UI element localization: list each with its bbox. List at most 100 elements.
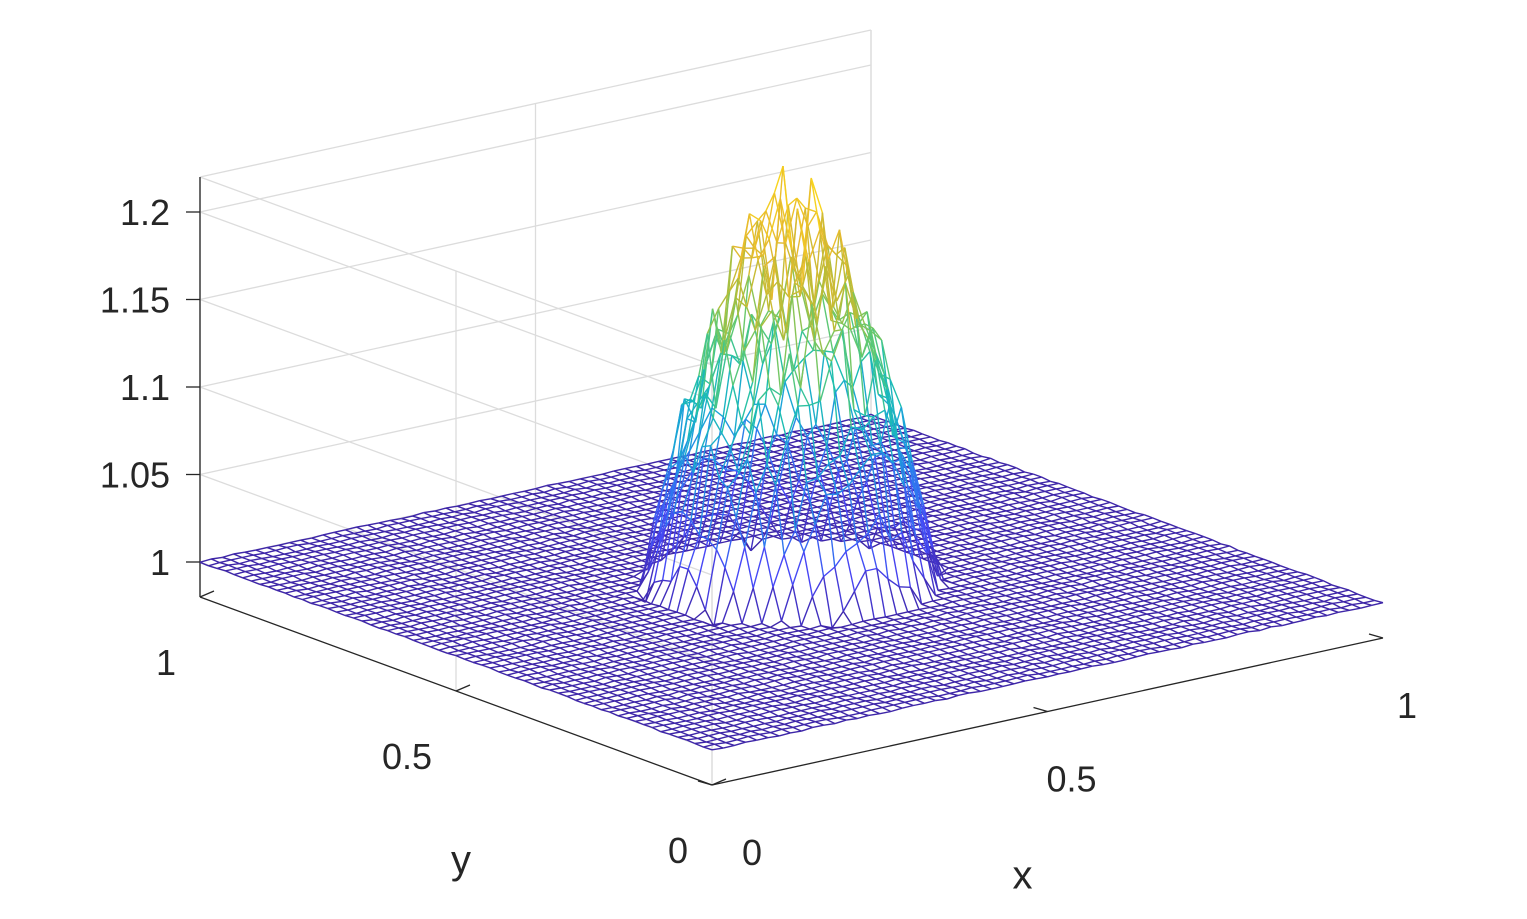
- mesh-line: [793, 451, 803, 456]
- mesh-line: [543, 678, 556, 683]
- mesh-line: [479, 498, 491, 502]
- mesh-line: [727, 526, 737, 531]
- mesh-line: [522, 515, 532, 521]
- mesh-line: [706, 485, 716, 490]
- mesh-line: [448, 603, 461, 608]
- mesh-line: [481, 557, 493, 561]
- mesh-line: [489, 562, 499, 568]
- mesh-line: [812, 431, 822, 437]
- mesh-line: [644, 656, 657, 661]
- mesh-line: [544, 612, 557, 618]
- mesh-line: [1041, 562, 1051, 567]
- mesh-line: [815, 444, 828, 449]
- mesh-line: [596, 655, 606, 659]
- mesh-line: [534, 635, 546, 640]
- mesh-line: [352, 596, 365, 599]
- mesh-line: [1033, 493, 1043, 499]
- mesh-line: [632, 536, 642, 542]
- mesh-line: [578, 520, 591, 526]
- mesh-line: [327, 607, 337, 613]
- mesh-line: [394, 590, 407, 595]
- mesh-line: [657, 628, 670, 633]
- mesh-line: [1082, 537, 1092, 543]
- mesh-line: [787, 630, 799, 634]
- mesh-line: [742, 360, 755, 405]
- mesh-line: [496, 610, 506, 616]
- mesh-line: [589, 606, 599, 612]
- mesh-line: [974, 574, 986, 578]
- mesh-line: [787, 417, 797, 445]
- mesh-line: [538, 502, 548, 507]
- mesh-line: [845, 551, 856, 592]
- mesh-line: [645, 614, 655, 618]
- mesh-line: [732, 547, 746, 592]
- mesh-line: [783, 514, 793, 519]
- mesh-line: [514, 634, 527, 640]
- mesh-line: [1031, 519, 1041, 524]
- mesh-line: [974, 576, 984, 581]
- mesh-line: [955, 593, 967, 597]
- mesh-line: [535, 484, 547, 490]
- mesh-line: [1093, 512, 1105, 518]
- mesh-line: [447, 566, 457, 571]
- mesh-line: [369, 584, 379, 589]
- mesh-line: [602, 492, 612, 498]
- mesh-line: [941, 518, 951, 524]
- mesh-line: [695, 333, 708, 416]
- mesh-line: [523, 576, 533, 581]
- mesh-line: [330, 600, 342, 604]
- mesh-line: [514, 656, 524, 662]
- mesh-line: [1097, 550, 1106, 554]
- mesh-line: [1052, 559, 1062, 564]
- mesh-line: [570, 645, 580, 650]
- mesh-line: [332, 577, 342, 582]
- mesh-line: [621, 559, 631, 564]
- mesh-line: [650, 475, 662, 480]
- mesh-line: [685, 614, 695, 621]
- mesh-line: [505, 529, 515, 534]
- mesh-line: [936, 462, 949, 467]
- mesh-line: [487, 588, 497, 593]
- mesh-line: [404, 635, 414, 641]
- mesh-line: [346, 588, 356, 593]
- mesh-line: [705, 527, 717, 532]
- mesh-line: [566, 503, 579, 508]
- mesh-line: [1152, 538, 1162, 543]
- mesh-line: [894, 519, 904, 528]
- mesh-line: [946, 486, 958, 490]
- mesh-line: [842, 611, 853, 625]
- mesh-line: [497, 543, 510, 548]
- mesh-line: [715, 488, 729, 550]
- mesh-line: [247, 565, 257, 571]
- mesh-line: [337, 564, 350, 568]
- mesh-line: [804, 357, 817, 425]
- mesh-line: [440, 516, 453, 520]
- mesh-line: [313, 593, 325, 598]
- mesh-line: [629, 646, 640, 652]
- mesh-line: [451, 513, 464, 518]
- mesh-line: [653, 659, 665, 664]
- mesh-line: [639, 605, 650, 610]
- mesh-line: [884, 409, 894, 464]
- mesh-line: [635, 656, 645, 661]
- mesh-line: [535, 505, 548, 509]
- mesh-line: [1038, 480, 1051, 484]
- mesh-line: [444, 550, 456, 554]
- mesh-line: [744, 531, 754, 537]
- mesh-line: [987, 566, 1000, 571]
- mesh-line: [826, 444, 836, 449]
- mesh-line: [1087, 523, 1100, 529]
- mesh-line: [1010, 561, 1022, 565]
- mesh-line: [466, 546, 479, 550]
- mesh-line: [687, 504, 697, 510]
- mesh-line: [597, 606, 610, 612]
- mesh-line: [409, 520, 419, 526]
- mesh-line: [481, 559, 491, 564]
- mesh-line: [660, 623, 672, 627]
- mesh-line: [604, 552, 614, 558]
- mesh-line: [1033, 576, 1045, 581]
- mesh-line: [968, 482, 978, 488]
- mesh-line: [1011, 496, 1023, 500]
- mesh-line: [426, 526, 436, 532]
- mesh-line: [799, 387, 810, 406]
